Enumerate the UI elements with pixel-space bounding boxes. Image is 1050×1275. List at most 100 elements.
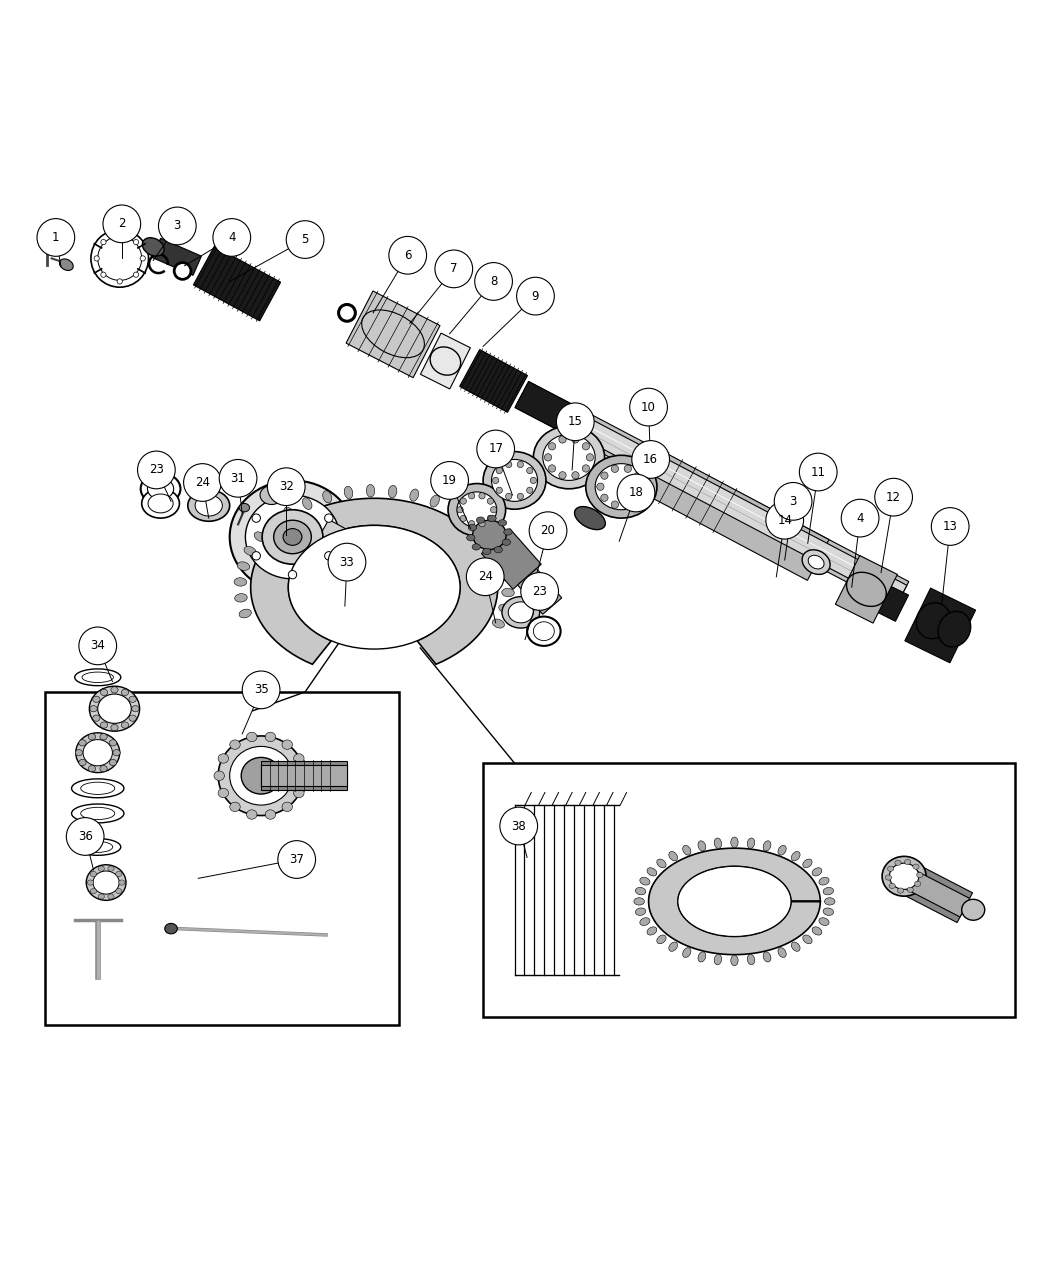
Circle shape <box>931 507 969 546</box>
Ellipse shape <box>284 529 302 546</box>
Ellipse shape <box>488 515 497 521</box>
Ellipse shape <box>635 908 646 915</box>
Text: 38: 38 <box>511 820 526 833</box>
Ellipse shape <box>284 507 294 518</box>
Circle shape <box>219 459 257 497</box>
Ellipse shape <box>119 880 125 885</box>
Circle shape <box>268 468 306 506</box>
Circle shape <box>774 482 812 520</box>
Ellipse shape <box>88 733 96 740</box>
Circle shape <box>517 277 554 315</box>
Ellipse shape <box>430 347 461 375</box>
Circle shape <box>477 430 514 468</box>
Circle shape <box>37 218 75 256</box>
Ellipse shape <box>962 899 985 921</box>
Circle shape <box>500 807 538 845</box>
Ellipse shape <box>505 462 511 468</box>
Ellipse shape <box>803 935 812 943</box>
Ellipse shape <box>93 871 120 894</box>
Ellipse shape <box>101 272 106 278</box>
Text: 16: 16 <box>644 453 658 465</box>
Ellipse shape <box>262 510 323 565</box>
Ellipse shape <box>118 279 123 284</box>
Ellipse shape <box>792 852 800 861</box>
Ellipse shape <box>174 263 191 279</box>
Text: 1: 1 <box>52 231 60 244</box>
Ellipse shape <box>917 603 950 639</box>
Ellipse shape <box>71 779 124 798</box>
Text: 20: 20 <box>541 524 555 537</box>
Ellipse shape <box>75 669 121 686</box>
Ellipse shape <box>457 492 497 528</box>
Ellipse shape <box>324 514 333 523</box>
Ellipse shape <box>86 864 126 900</box>
Circle shape <box>529 511 567 550</box>
Ellipse shape <box>218 788 229 798</box>
Ellipse shape <box>472 543 481 550</box>
Text: 24: 24 <box>478 570 492 583</box>
Ellipse shape <box>472 520 506 550</box>
Circle shape <box>287 221 324 259</box>
Ellipse shape <box>322 491 332 502</box>
Ellipse shape <box>483 451 546 509</box>
Circle shape <box>213 218 251 256</box>
Ellipse shape <box>81 807 114 820</box>
Ellipse shape <box>122 722 129 728</box>
Ellipse shape <box>88 765 96 771</box>
Ellipse shape <box>254 532 266 542</box>
Ellipse shape <box>230 802 240 812</box>
Circle shape <box>630 389 668 426</box>
Ellipse shape <box>92 696 100 703</box>
Ellipse shape <box>499 520 507 527</box>
Ellipse shape <box>669 942 677 951</box>
Ellipse shape <box>907 887 914 892</box>
Ellipse shape <box>260 486 284 505</box>
Ellipse shape <box>76 733 120 773</box>
Ellipse shape <box>448 483 506 536</box>
Ellipse shape <box>808 556 824 569</box>
Text: 34: 34 <box>90 639 105 653</box>
Ellipse shape <box>559 472 566 479</box>
Ellipse shape <box>101 690 108 696</box>
Ellipse shape <box>487 499 494 505</box>
Ellipse shape <box>497 468 502 474</box>
Ellipse shape <box>82 672 113 682</box>
Text: 17: 17 <box>488 442 503 455</box>
Text: 35: 35 <box>254 683 269 696</box>
Circle shape <box>388 236 426 274</box>
Ellipse shape <box>634 472 642 479</box>
Ellipse shape <box>116 889 122 894</box>
Ellipse shape <box>341 555 369 578</box>
Ellipse shape <box>388 486 397 497</box>
Polygon shape <box>152 238 202 275</box>
Ellipse shape <box>448 504 459 515</box>
Ellipse shape <box>122 690 129 696</box>
Circle shape <box>79 627 117 664</box>
Ellipse shape <box>118 233 123 238</box>
Ellipse shape <box>109 760 117 766</box>
Ellipse shape <box>101 240 106 245</box>
Ellipse shape <box>624 501 631 509</box>
Ellipse shape <box>468 492 475 499</box>
Polygon shape <box>854 574 908 621</box>
Ellipse shape <box>237 562 250 570</box>
Ellipse shape <box>108 866 114 871</box>
Ellipse shape <box>714 838 721 848</box>
Ellipse shape <box>109 740 117 746</box>
Ellipse shape <box>234 578 247 586</box>
Ellipse shape <box>338 305 355 321</box>
Ellipse shape <box>131 705 139 711</box>
Ellipse shape <box>129 696 136 703</box>
Ellipse shape <box>487 515 494 521</box>
Ellipse shape <box>492 618 504 629</box>
Ellipse shape <box>140 256 145 261</box>
Ellipse shape <box>502 539 510 546</box>
Polygon shape <box>251 499 498 664</box>
Text: 2: 2 <box>118 217 126 231</box>
Ellipse shape <box>601 495 608 501</box>
Ellipse shape <box>457 506 463 513</box>
Circle shape <box>617 474 655 511</box>
Polygon shape <box>302 519 366 588</box>
Ellipse shape <box>638 483 646 491</box>
Ellipse shape <box>823 908 834 915</box>
